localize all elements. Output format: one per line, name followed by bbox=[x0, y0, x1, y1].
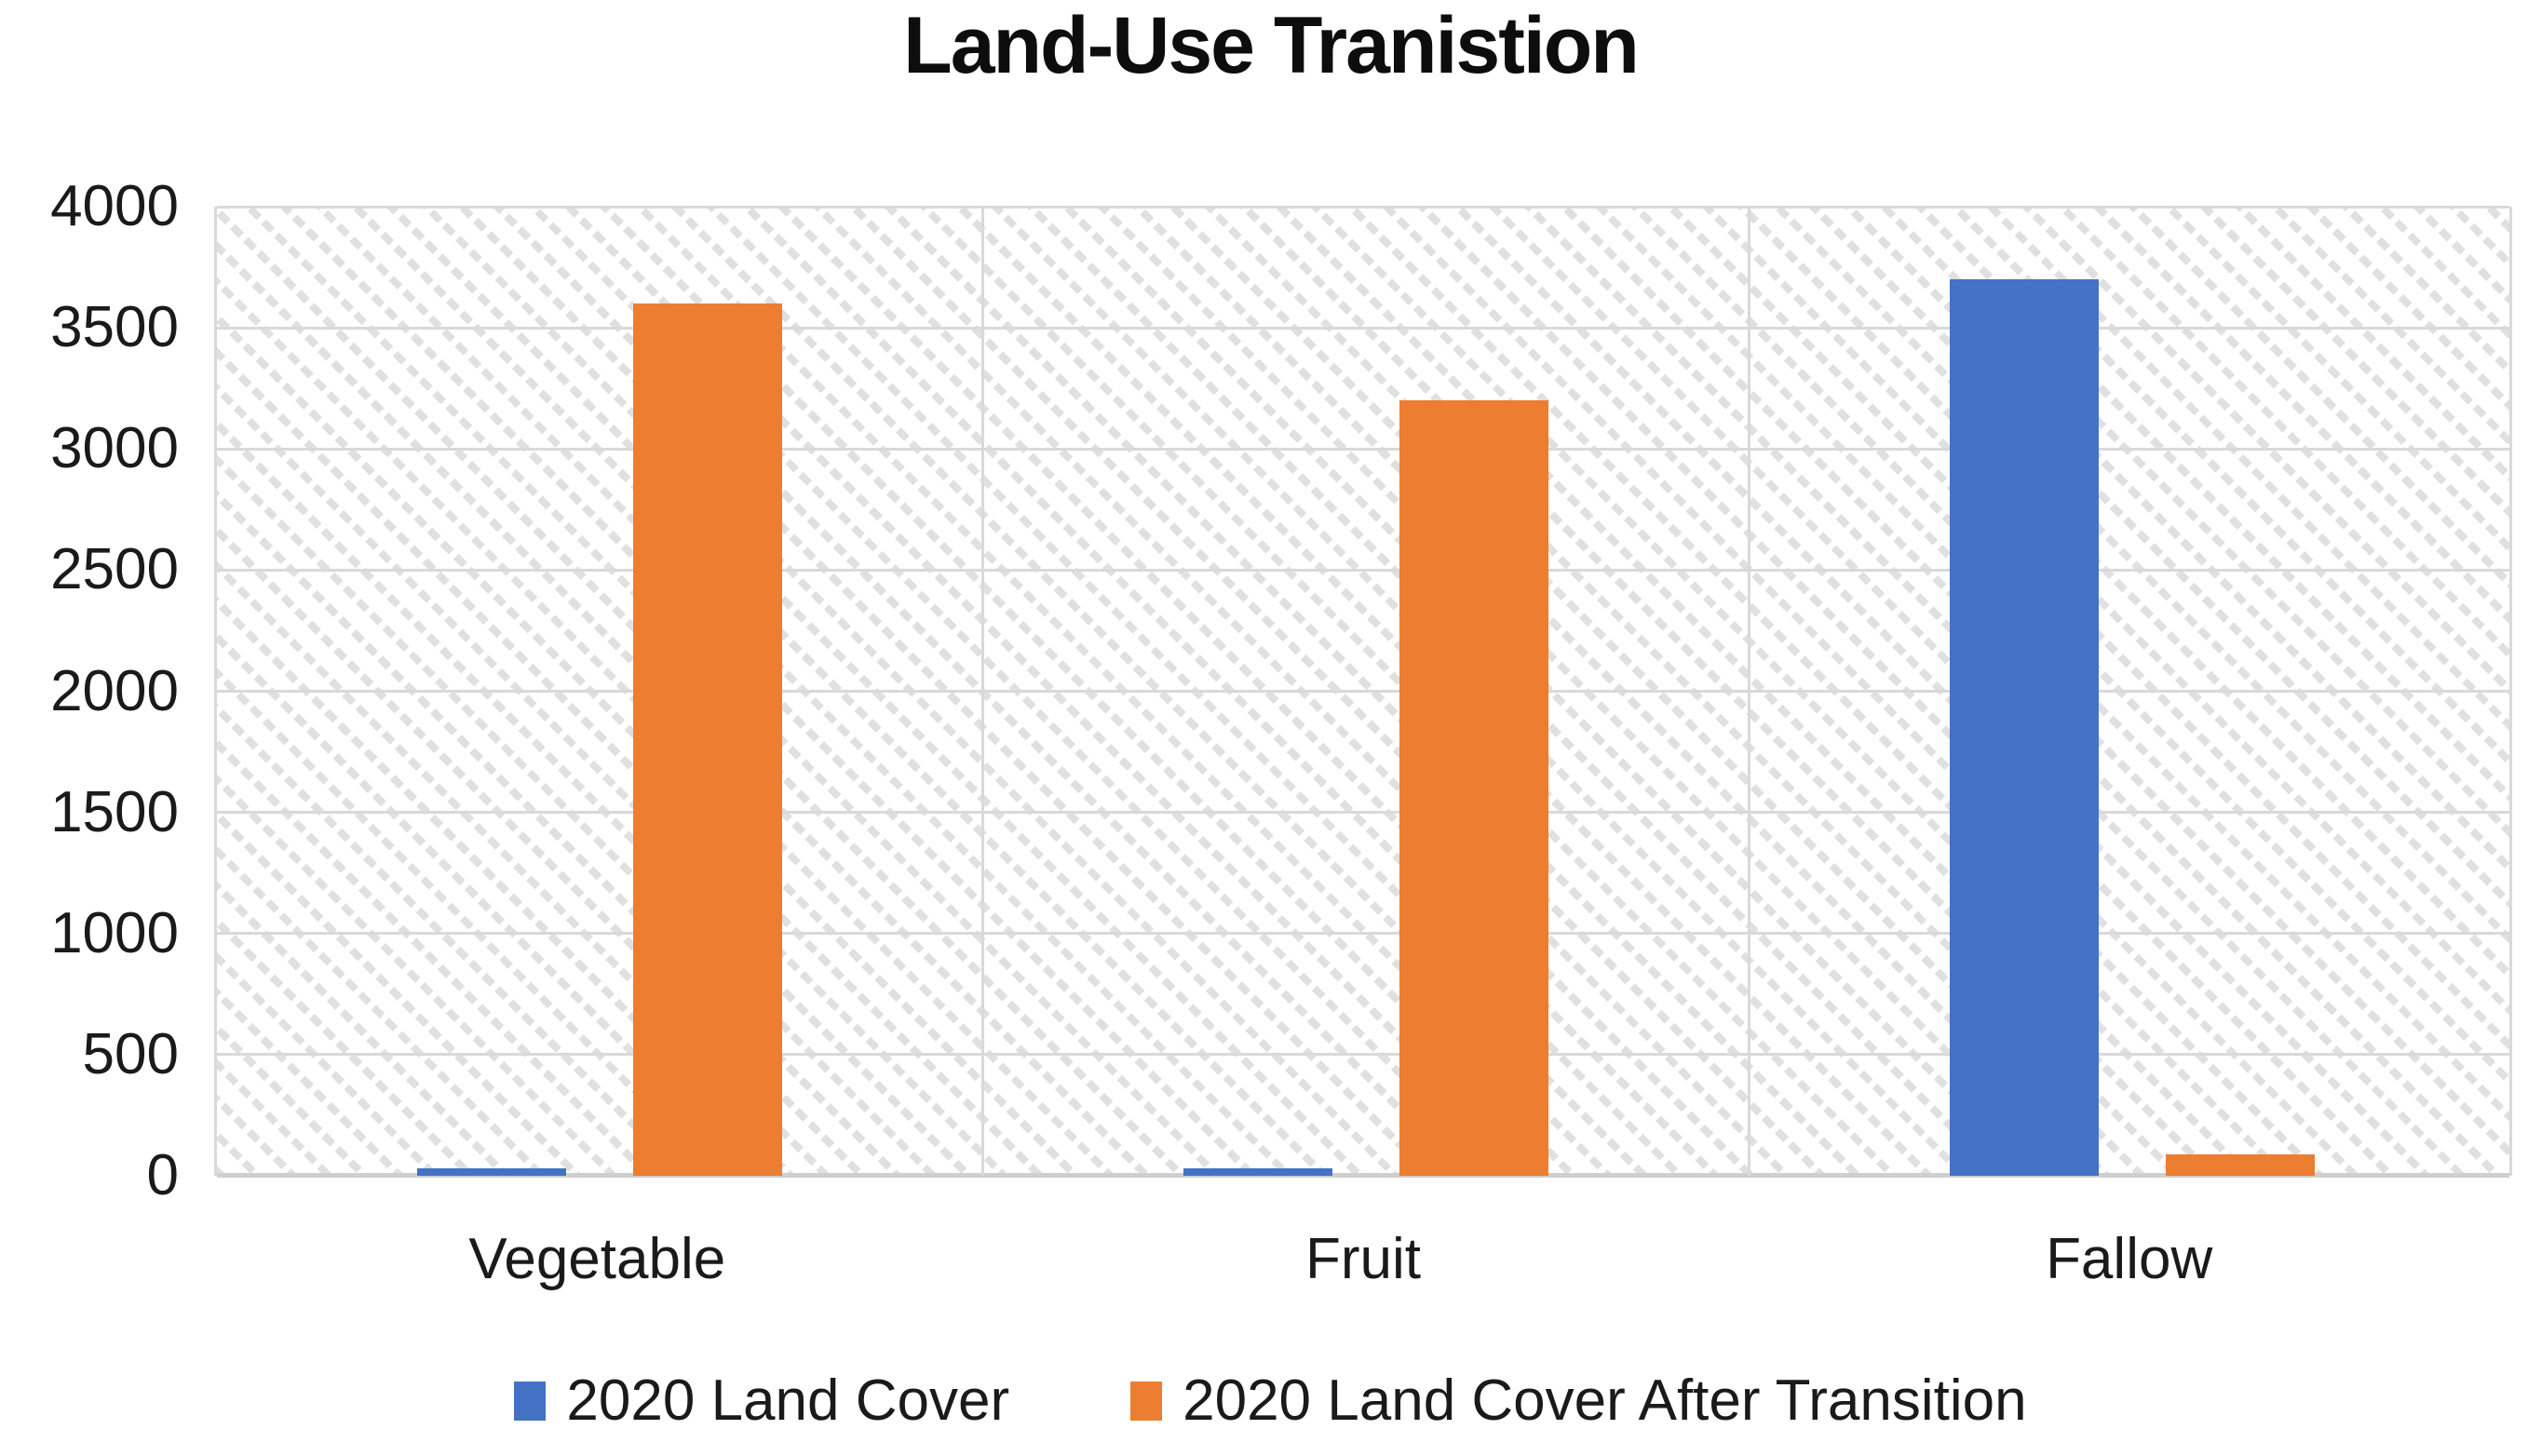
legend-swatch-icon bbox=[514, 1382, 547, 1421]
gridline bbox=[217, 205, 2509, 209]
legend: 2020 Land Cover 2020 Land Cover After Tra… bbox=[0, 1370, 2541, 1432]
x-tick-label-fallow: Fallow bbox=[2046, 1227, 2213, 1291]
x-tick-label-fruit: Fruit bbox=[1304, 1227, 1421, 1291]
y-tick-label: 3500 bbox=[50, 295, 179, 360]
category-separator-line bbox=[981, 207, 985, 1176]
y-tick-label: 0 bbox=[146, 1143, 179, 1207]
gridline bbox=[217, 447, 2509, 451]
gridline bbox=[217, 568, 2509, 572]
legend-swatch-icon bbox=[1130, 1382, 1163, 1421]
gridline bbox=[217, 932, 2509, 936]
y-tick-label: 1000 bbox=[50, 900, 179, 965]
y-tick-label: 4000 bbox=[50, 174, 179, 238]
bar-vegetable-series-2 bbox=[633, 303, 783, 1176]
x-axis-line bbox=[217, 1173, 2509, 1178]
y-tick-label: 1500 bbox=[50, 779, 179, 844]
legend-item-series-1: 2020 Land Cover bbox=[514, 1370, 1009, 1432]
category-separator-line bbox=[1747, 207, 1750, 1176]
gridline bbox=[217, 690, 2509, 693]
legend-label: 2020 Land Cover bbox=[566, 1368, 1010, 1433]
x-axis-category-labels: Vegetable Fruit Fallow bbox=[214, 1231, 2512, 1296]
bar-fruit-series-2 bbox=[1399, 400, 1548, 1176]
y-axis-tick-labels: 0 500 1000 1500 2000 2500 3000 3500 4000 bbox=[0, 178, 179, 1205]
plot-area bbox=[214, 205, 2512, 1178]
bar-fallow-series-1 bbox=[1949, 279, 2099, 1176]
y-tick-label: 2000 bbox=[50, 658, 179, 723]
gridline bbox=[217, 326, 2509, 330]
chart-title: Land-Use Tranistion bbox=[903, 1, 1640, 90]
bar-fallow-series-2 bbox=[2165, 1153, 2315, 1176]
y-tick-label: 3000 bbox=[50, 416, 179, 481]
x-tick-label-vegetable: Vegetable bbox=[468, 1227, 726, 1291]
bar-vegetable-series-1 bbox=[417, 1168, 567, 1176]
legend-label: 2020 Land Cover After Transition bbox=[1183, 1368, 2027, 1433]
y-tick-label: 500 bbox=[82, 1021, 179, 1086]
legend-item-series-2: 2020 Land Cover After Transition bbox=[1130, 1368, 2027, 1433]
bar-fruit-series-1 bbox=[1183, 1168, 1332, 1176]
y-tick-label: 2500 bbox=[50, 537, 179, 602]
gridline bbox=[217, 811, 2509, 815]
gridline bbox=[217, 1053, 2509, 1057]
